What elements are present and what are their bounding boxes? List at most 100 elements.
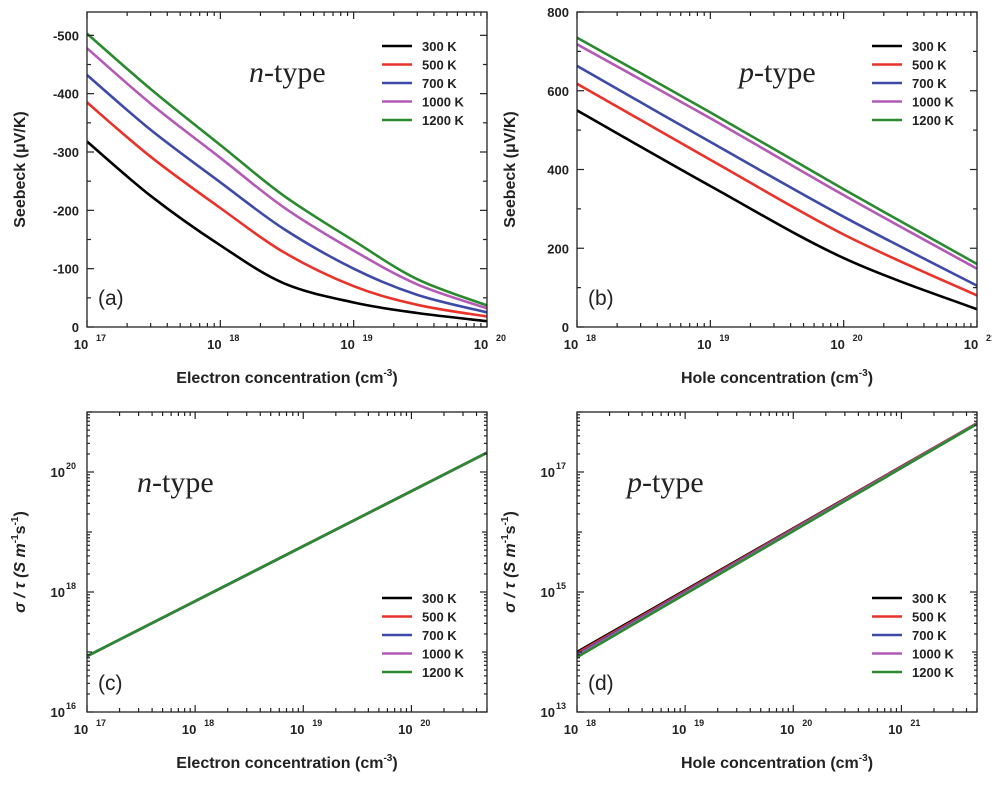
x-tick-label: 10: [74, 337, 88, 352]
legend-label: 500 K: [422, 58, 457, 73]
series-line-1000k: [577, 43, 977, 270]
legend-label: 300 K: [912, 39, 947, 54]
y-tick-label: 10: [541, 705, 555, 720]
series-line-1200k: [577, 422, 977, 659]
type-annotation: p-type: [625, 466, 704, 499]
y-axis-label: σ / τ (S m-1s-1): [10, 511, 29, 613]
x-tick-exponent: 17: [96, 718, 106, 728]
y-tick-label: 800: [547, 5, 569, 20]
y-tick-label: -100: [53, 262, 79, 277]
legend-label: 1000 K: [422, 647, 465, 662]
y-tick-label: -500: [53, 28, 79, 43]
y-axis-label: σ / τ (S m-1s-1): [500, 511, 519, 613]
legend: 300 K 500 K 700 K 1000 K 1200 K: [382, 39, 465, 128]
x-tick-exponent: 20: [802, 718, 812, 728]
y-tick-label: 10: [541, 465, 555, 480]
y-tick-exponent: 13: [556, 701, 566, 711]
plot-frame: [86, 11, 488, 328]
y-tick-label: 10: [541, 585, 555, 600]
y-tick-label: -400: [53, 87, 79, 102]
y-tick-label: 0: [72, 320, 79, 335]
panel-letter: (d): [588, 672, 614, 695]
legend-label: 1000 K: [422, 95, 465, 110]
type-annotation: p-type: [737, 56, 816, 89]
x-tick-label: 10: [830, 337, 844, 352]
x-tick-label: 10: [398, 722, 412, 737]
x-tick-label: 10: [780, 722, 794, 737]
legend-label: 1000 K: [912, 647, 955, 662]
x-tick-exponent: 19: [312, 718, 322, 728]
legend-label: 700 K: [912, 76, 947, 91]
legend: 300 K 500 K 700 K 1000 K 1200 K: [872, 591, 955, 680]
legend-label: 500 K: [422, 610, 457, 625]
x-tick-exponent: 21: [986, 333, 992, 343]
series-line-300k: [87, 140, 487, 323]
x-tick-label: 10: [964, 337, 978, 352]
x-tick-label: 10: [672, 722, 686, 737]
series-line-1000k: [87, 47, 487, 310]
y-tick-exponent: 17: [556, 461, 566, 471]
x-tick-label: 10: [74, 722, 88, 737]
type-annotation: n-type: [137, 466, 214, 499]
legend: 300 K 500 K 700 K 1000 K 1200 K: [382, 591, 465, 680]
y-tick-label: 600: [547, 84, 569, 99]
x-axis-label: Electron concentration (cm-3): [176, 368, 397, 387]
x-tick-label: 10: [182, 722, 196, 737]
series-line-300k: [577, 109, 977, 311]
series-line-500k: [87, 101, 487, 318]
legend-label: 1000 K: [912, 95, 955, 110]
legend: 300 K 500 K 700 K 1000 K 1200 K: [872, 39, 955, 128]
y-tick-label: 400: [547, 163, 569, 178]
y-tick-label: 10: [51, 705, 65, 720]
y-tick-label: 10: [51, 585, 65, 600]
legend-label: 1200 K: [422, 113, 465, 128]
series-line-1200k: [87, 32, 487, 307]
y-tick-exponent: 18: [66, 581, 76, 591]
x-tick-label: 10: [340, 337, 354, 352]
chart-panel-b: 10 18 10 19 10 20 10 21 0 200 400 600 800 Hole concen…: [502, 5, 992, 387]
y-tick-exponent: 15: [556, 581, 566, 591]
legend-label: 1200 K: [422, 665, 465, 680]
legend-label: 700 K: [912, 628, 947, 643]
y-tick-exponent: 16: [66, 701, 76, 711]
y-axis-label: Seebeck (μV/K): [12, 111, 29, 228]
legend-label: 500 K: [912, 610, 947, 625]
legend-label: 300 K: [912, 591, 947, 606]
legend-label: 1200 K: [912, 113, 955, 128]
x-axis-label: Electron concentration (cm-3): [176, 753, 397, 772]
x-tick-exponent: 20: [853, 333, 863, 343]
x-tick-exponent: 21: [910, 718, 920, 728]
y-axis-label: Seebeck (μV/K): [502, 111, 519, 228]
legend-label: 300 K: [422, 39, 457, 54]
series-line-1200k: [87, 451, 487, 658]
legend-label: 700 K: [422, 628, 457, 643]
legend-label: 300 K: [422, 591, 457, 606]
x-tick-exponent: 20: [496, 333, 506, 343]
x-axis-label: Hole concentration (cm-3): [681, 753, 873, 772]
y-tick-label: -300: [53, 145, 79, 160]
y-tick-label: 10: [51, 465, 65, 480]
x-tick-label: 10: [290, 722, 304, 737]
x-tick-exponent: 20: [420, 718, 430, 728]
legend-label: 500 K: [912, 58, 947, 73]
x-tick-exponent: 18: [204, 718, 214, 728]
legend-label: 1200 K: [912, 665, 955, 680]
x-tick-exponent: 19: [694, 718, 704, 728]
x-tick-exponent: 18: [586, 718, 596, 728]
x-tick-label: 10: [564, 337, 578, 352]
y-tick-exponent: 20: [66, 461, 76, 471]
y-tick-label: 0: [562, 320, 569, 335]
x-tick-exponent: 18: [229, 333, 239, 343]
legend-label: 700 K: [422, 76, 457, 91]
series-line-1200k: [577, 36, 977, 266]
x-tick-label: 10: [564, 722, 578, 737]
x-tick-label: 10: [474, 337, 488, 352]
x-tick-label: 10: [888, 722, 902, 737]
x-tick-label: 10: [697, 337, 711, 352]
x-axis-label: Hole concentration (cm-3): [681, 368, 873, 387]
x-tick-label: 10: [207, 337, 221, 352]
x-tick-exponent: 18: [586, 333, 596, 343]
